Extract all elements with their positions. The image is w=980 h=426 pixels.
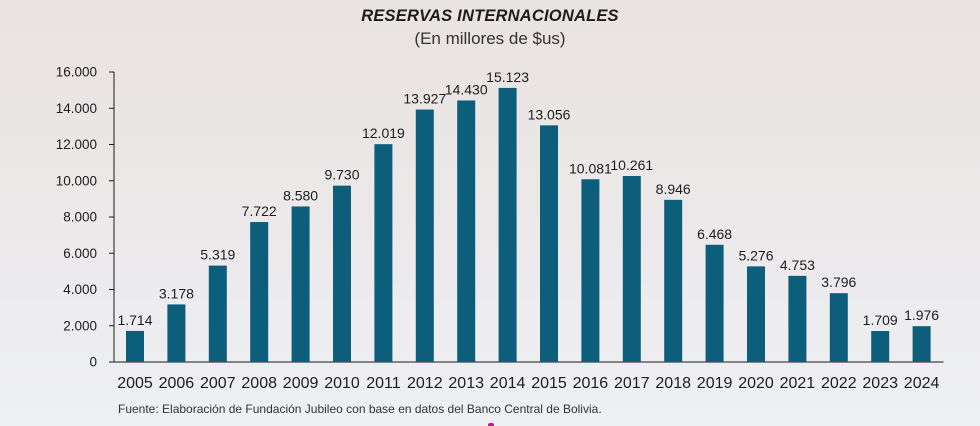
x-tick-label-2020: 2020	[738, 375, 774, 392]
value-label-2023: 1.709	[863, 312, 898, 328]
source-note: Fuente: Elaboración de Fundación Jubileo…	[118, 402, 602, 416]
y-tick-label: 8.000	[63, 210, 97, 225]
bar-2022	[829, 293, 848, 362]
value-label-2009: 8.580	[283, 187, 318, 203]
x-tick-label-2016: 2016	[573, 375, 609, 392]
x-tick-label-2008: 2008	[241, 375, 277, 392]
value-label-2008: 7.722	[242, 203, 277, 219]
value-label-2017: 10.261	[610, 157, 653, 173]
value-label-2018: 8.946	[656, 181, 691, 197]
value-label-2011: 12.019	[362, 125, 405, 141]
x-tick-label-2015: 2015	[531, 375, 567, 392]
y-tick-label: 0	[89, 355, 97, 370]
bar-2019	[705, 244, 724, 362]
x-tick-label-2021: 2021	[780, 375, 816, 392]
y-tick-label: 12.000	[56, 137, 97, 152]
bar-chart: 0 2.000 4.000 6.000 8.000 10.000 12.000 14.000 1…	[56, 65, 944, 392]
bar-2018	[664, 199, 683, 362]
value-label-2012: 13.927	[403, 91, 446, 107]
bar-2009	[291, 206, 310, 362]
y-tick-label: 14.000	[56, 101, 97, 116]
x-tick-label-2010: 2010	[324, 375, 360, 392]
bar-2006	[167, 304, 186, 362]
x-tick-label-2012: 2012	[407, 375, 443, 392]
bar-2014	[498, 87, 517, 362]
bar-2024	[912, 326, 931, 362]
value-label-2022: 3.796	[821, 274, 856, 290]
bar-2011	[374, 144, 393, 362]
value-label-2021: 4.753	[780, 257, 815, 273]
bar-2008	[250, 222, 269, 362]
value-label-2013: 14.430	[445, 81, 488, 97]
bar-2012	[415, 109, 434, 363]
bar-2005	[126, 330, 144, 362]
bar-2023	[871, 331, 890, 362]
x-tick-label-2023: 2023	[862, 375, 898, 392]
chart-subtitle: (En millores de $us)	[414, 29, 566, 48]
y-tick-label: 10.000	[56, 173, 97, 188]
bar-2021	[788, 275, 807, 362]
x-tick-label-2009: 2009	[283, 375, 319, 392]
x-tick-label-2019: 2019	[697, 375, 733, 392]
value-label-2024: 1.976	[904, 307, 939, 323]
y-tick-label: 2.000	[63, 318, 97, 333]
bar-2010	[333, 185, 351, 362]
x-tick-label-2005: 2005	[117, 375, 153, 392]
value-label-2007: 5.319	[200, 247, 235, 263]
bar-2016	[581, 179, 600, 362]
accent-mark	[488, 423, 494, 426]
bar-2015	[540, 125, 558, 362]
x-tick-label-2024: 2024	[904, 375, 940, 392]
x-tick-label-2007: 2007	[200, 375, 236, 392]
x-tick-label-2011: 2011	[366, 375, 401, 392]
bar-2020	[747, 266, 765, 362]
x-tick-label-2014: 2014	[490, 375, 526, 392]
value-label-2016: 10.081	[569, 160, 612, 176]
x-tick-label-2022: 2022	[821, 375, 857, 392]
bar-2013	[457, 100, 476, 363]
chart-title: RESERVAS INTERNACIONALES	[361, 7, 619, 25]
x-tick-label-2013: 2013	[448, 375, 484, 392]
bar-2017	[622, 176, 641, 362]
y-tick-label: 4.000	[63, 282, 97, 297]
bar-2007	[208, 265, 227, 362]
value-label-2019: 6.468	[697, 226, 732, 242]
value-label-2015: 13.056	[528, 106, 571, 122]
value-label-2020: 5.276	[738, 247, 773, 263]
value-label-2005: 1.714	[117, 312, 152, 328]
value-label-2014: 15.123	[486, 69, 529, 85]
x-tick-label-2017: 2017	[614, 375, 650, 392]
x-tick-label-2006: 2006	[159, 375, 195, 392]
y-tick-label: 16.000	[56, 65, 97, 80]
y-tick-label: 6.000	[63, 246, 97, 261]
x-tick-label-2018: 2018	[655, 375, 691, 392]
value-label-2010: 9.730	[324, 167, 359, 183]
value-label-2006: 3.178	[159, 285, 194, 301]
